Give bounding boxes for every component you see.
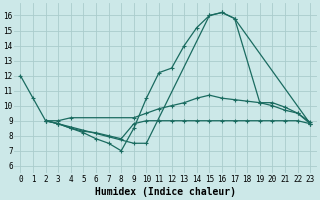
X-axis label: Humidex (Indice chaleur): Humidex (Indice chaleur) <box>95 186 236 197</box>
